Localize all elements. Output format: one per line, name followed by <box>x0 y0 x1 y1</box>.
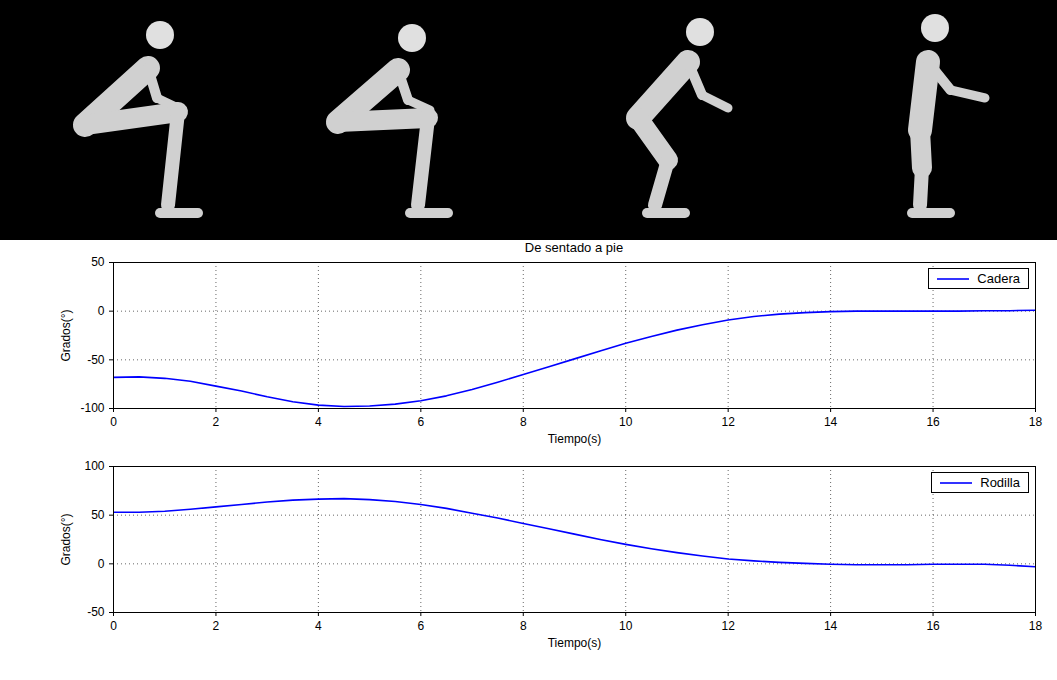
svg-text:12: 12 <box>721 619 735 633</box>
svg-text:50: 50 <box>91 508 105 522</box>
html-text:Rodilla: Rodilla <box>980 475 1020 490</box>
svg-text:2: 2 <box>213 619 220 633</box>
svg-text:16: 16 <box>926 619 940 633</box>
svg-text:18: 18 <box>1029 619 1043 633</box>
svg-text:12: 12 <box>721 415 735 429</box>
svg-text:18: 18 <box>1029 415 1043 429</box>
svg-text:0: 0 <box>110 415 117 429</box>
svg-text:-50: -50 <box>87 353 105 367</box>
svg-text:6: 6 <box>417 619 424 633</box>
html-text:De sentado a pie: De sentado a pie <box>524 240 624 255</box>
svg-text:0: 0 <box>98 557 105 571</box>
svg-text:Tiempo(s): Tiempo(s) <box>548 432 602 446</box>
svg-text:4: 4 <box>315 415 322 429</box>
svg-text:100: 100 <box>84 459 104 473</box>
svg-text:-100: -100 <box>80 401 104 415</box>
svg-text:4: 4 <box>315 619 322 633</box>
svg-text:14: 14 <box>824 619 838 633</box>
svg-text:0: 0 <box>110 619 117 633</box>
svg-text:14: 14 <box>824 415 838 429</box>
svg-text:8: 8 <box>520 415 527 429</box>
svg-text:Grados(°): Grados(°) <box>59 309 73 361</box>
svg-text:Grados(°): Grados(°) <box>59 513 73 565</box>
svg-text:10: 10 <box>619 619 633 633</box>
svg-text:8: 8 <box>520 619 527 633</box>
svg-text:Tiempo(s): Tiempo(s) <box>548 636 602 650</box>
html-text:Cadera: Cadera <box>977 271 1020 286</box>
svg-text:16: 16 <box>926 415 940 429</box>
svg-text:-50: -50 <box>87 605 105 619</box>
svg-text:10: 10 <box>619 415 633 429</box>
svg-text:6: 6 <box>417 415 424 429</box>
svg-text:0: 0 <box>98 304 105 318</box>
svg-text:50: 50 <box>91 256 105 269</box>
svg-text:2: 2 <box>213 415 220 429</box>
